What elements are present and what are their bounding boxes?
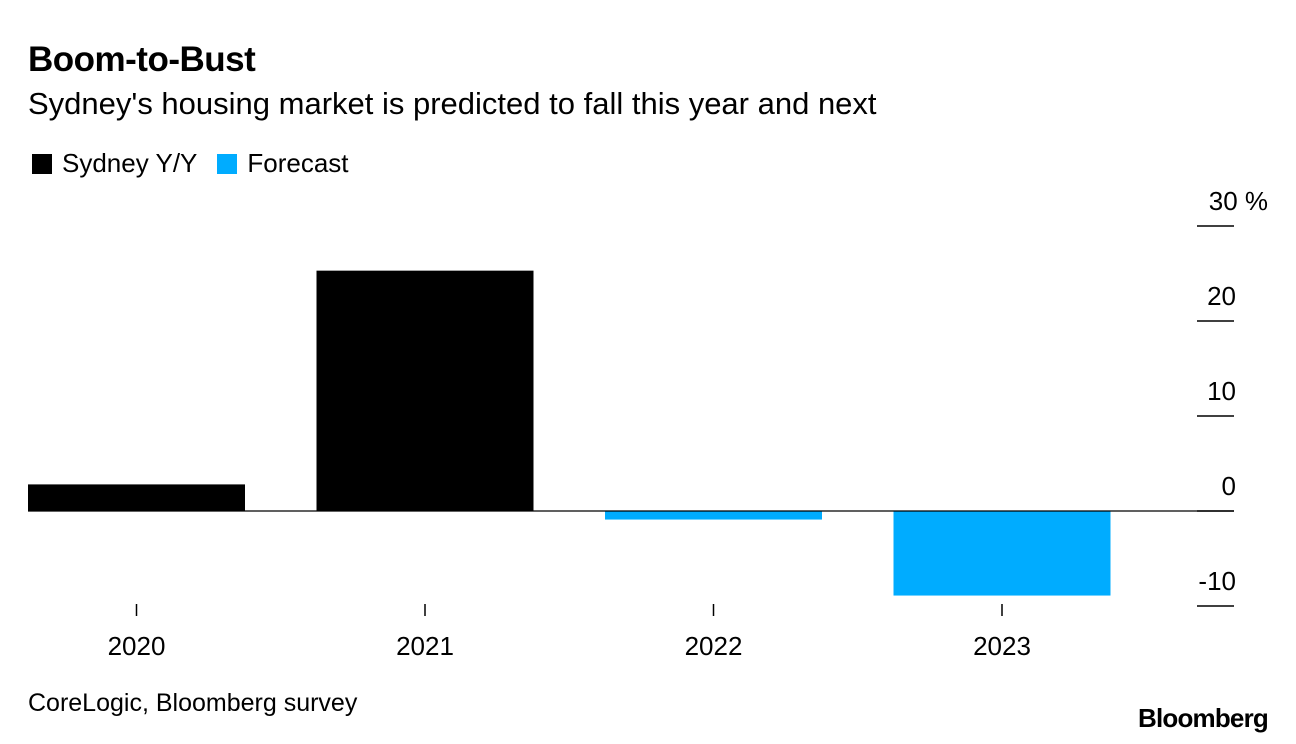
legend-label-forecast: Forecast: [247, 148, 349, 178]
x-tick-label-2022: 2022: [685, 631, 743, 661]
bars-group: [28, 270, 1234, 596]
x-tick-label-2020: 2020: [108, 631, 166, 661]
legend-item-sydney: Sydney Y/Y: [32, 148, 197, 179]
y-tick-label--10: -10: [1198, 566, 1236, 596]
bar-2023: [893, 511, 1111, 596]
bar-2021: [316, 270, 534, 511]
x-axis: 2020 2021 2022 2023: [108, 604, 1031, 661]
legend-swatch-sydney: [32, 153, 52, 174]
chart-title: Boom-to-Bust: [28, 40, 256, 79]
x-tick-label-2021: 2021: [396, 631, 454, 661]
y-axis: 30 % 20 10 0 -10: [1197, 186, 1268, 607]
legend-label-sydney: Sydney Y/Y: [62, 148, 198, 178]
legend-swatch-forecast: [217, 153, 238, 174]
y-tick-label-20: 20: [1207, 281, 1236, 311]
x-tick-label-2023: 2023: [973, 631, 1031, 661]
y-tick-label-10: 10: [1207, 376, 1236, 406]
y-tick-label-30: 30 %: [1209, 186, 1268, 216]
bar-2022: [605, 511, 822, 520]
chart-subtitle: Sydney's housing market is predicted to …: [28, 86, 877, 121]
bar-2020: [28, 484, 245, 511]
source-note: CoreLogic, Bloomberg survey: [28, 689, 358, 717]
legend: Sydney Y/Y Forecast: [32, 148, 369, 179]
bloomberg-logo: Bloomberg: [1137, 703, 1269, 733]
legend-item-forecast: Forecast: [217, 148, 349, 179]
y-tick-label-0: 0: [1222, 471, 1236, 501]
